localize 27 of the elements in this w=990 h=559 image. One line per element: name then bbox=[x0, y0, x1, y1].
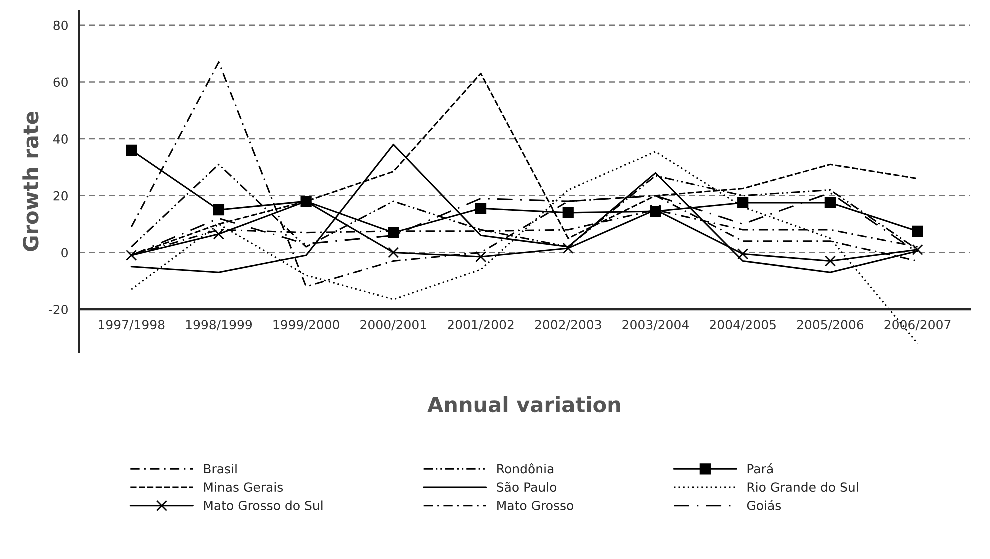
x-tick-label: 2005/2006 bbox=[797, 320, 864, 331]
x-tick-label: 1999/2000 bbox=[274, 320, 340, 331]
x-tick-label: 2000/2001 bbox=[360, 320, 426, 331]
x-tick-label: 2006/2007 bbox=[884, 320, 951, 331]
y-tick-label: -20 bbox=[48, 305, 68, 314]
legend-label: Mato Grosso do Sul bbox=[204, 500, 323, 510]
y-tick-label: 20 bbox=[54, 191, 68, 201]
legend-label: Brasil bbox=[204, 464, 237, 474]
legend-label: Rio Grande do Sul bbox=[748, 482, 858, 492]
y-axis-title: Growth rate bbox=[22, 112, 39, 252]
x-tick-label: 1998/1999 bbox=[186, 320, 252, 331]
x-tick-label: 1997/1998 bbox=[99, 320, 165, 331]
legend-label: São Paulo bbox=[497, 482, 557, 492]
legend-label: Pará bbox=[748, 464, 773, 474]
legend-label: Minas Gerais bbox=[204, 482, 284, 492]
x-tick-label: 2002/2003 bbox=[535, 320, 602, 331]
legend-label: Goiás bbox=[747, 500, 782, 510]
x-tick-label: 2003/2004 bbox=[622, 320, 689, 331]
x-tick-label: 2001/2002 bbox=[448, 320, 514, 331]
y-tick-label: 0 bbox=[62, 248, 68, 258]
legend-label: Mato Grosso bbox=[498, 500, 574, 510]
y-tick-label: 60 bbox=[54, 78, 68, 88]
x-axis-title: Annual variation bbox=[428, 396, 620, 413]
y-tick-label: 80 bbox=[54, 20, 68, 30]
x-tick-label: 2004/2005 bbox=[710, 320, 776, 331]
legend-label: Rondônia bbox=[498, 464, 554, 474]
y-tick-label: 40 bbox=[53, 134, 68, 144]
